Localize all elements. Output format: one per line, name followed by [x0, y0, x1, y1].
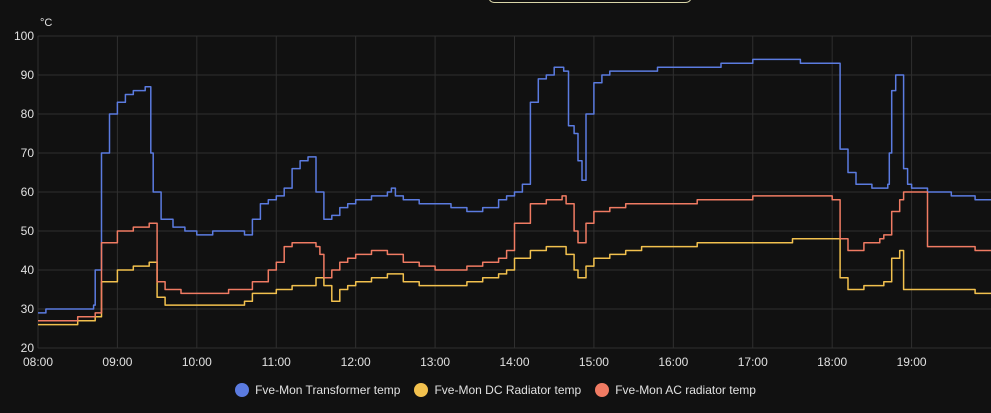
- x-tick-label: 10:00: [182, 355, 212, 369]
- x-tick-label: 18:00: [817, 355, 847, 369]
- x-tick-label: 11:00: [262, 355, 291, 369]
- series-layer: [38, 58, 991, 326]
- series-line-transformer: [38, 58, 991, 314]
- legend-dot-transformer: [235, 383, 250, 397]
- y-tick-label: 80: [21, 107, 35, 121]
- x-tick-label: 13:00: [420, 355, 450, 369]
- x-tick-label: 12:00: [341, 355, 371, 369]
- legend-item-transformer[interactable]: Fve-Mon Transformer temp: [235, 383, 400, 397]
- x-tick-label: 19:00: [897, 355, 927, 369]
- x-axis: 08:00 09:00 10:00 11:00 12:00 13:00 14:00 15:00…: [23, 355, 927, 369]
- series-line-ac-radiator: [38, 191, 991, 322]
- y-tick-label: 100: [14, 29, 34, 43]
- y-tick-label: 40: [21, 263, 35, 277]
- legend-label-transformer: Fve-Mon Transformer temp: [255, 383, 401, 397]
- y-tick-label: 60: [21, 185, 35, 199]
- y-tick-label: 50: [21, 224, 35, 238]
- y-tick-label: 20: [21, 341, 35, 355]
- x-tick-label: 14:00: [499, 355, 529, 369]
- legend-item-dc-radiator[interactable]: Fve-Mon DC Radiator temp: [414, 383, 581, 397]
- legend-label-dc-radiator: Fve-Mon DC Radiator temp: [434, 383, 582, 397]
- line-chart: 100 90 80 70 60 50 40 30 20 08:00 09:00 10:00 11:00…: [14, 17, 991, 369]
- y-tick-label: 30: [21, 302, 35, 316]
- x-tick-label: 15:00: [579, 355, 609, 369]
- x-tick-label: 09:00: [102, 355, 132, 369]
- y-tick-label: 90: [21, 68, 35, 82]
- legend-dot-dc-radiator: [414, 383, 429, 397]
- y-axis-unit: °C: [40, 17, 52, 29]
- legend: Fve-Mon Transformer temp Fve-Mon DC Radi…: [0, 383, 991, 397]
- x-tick-label: 17:00: [738, 355, 768, 369]
- series-line-dc-radiator: [38, 238, 991, 326]
- y-axis: 100 90 80 70 60 50 40 30 20: [14, 29, 34, 355]
- x-tick-label: 08:00: [23, 355, 53, 369]
- legend-dot-ac-radiator: [595, 383, 610, 397]
- x-tick-label: 16:00: [658, 355, 688, 369]
- legend-item-ac-radiator[interactable]: Fve-Mon AC radiator temp: [595, 383, 756, 397]
- y-tick-label: 70: [21, 146, 35, 160]
- legend-label-ac-radiator: Fve-Mon AC radiator temp: [615, 383, 756, 397]
